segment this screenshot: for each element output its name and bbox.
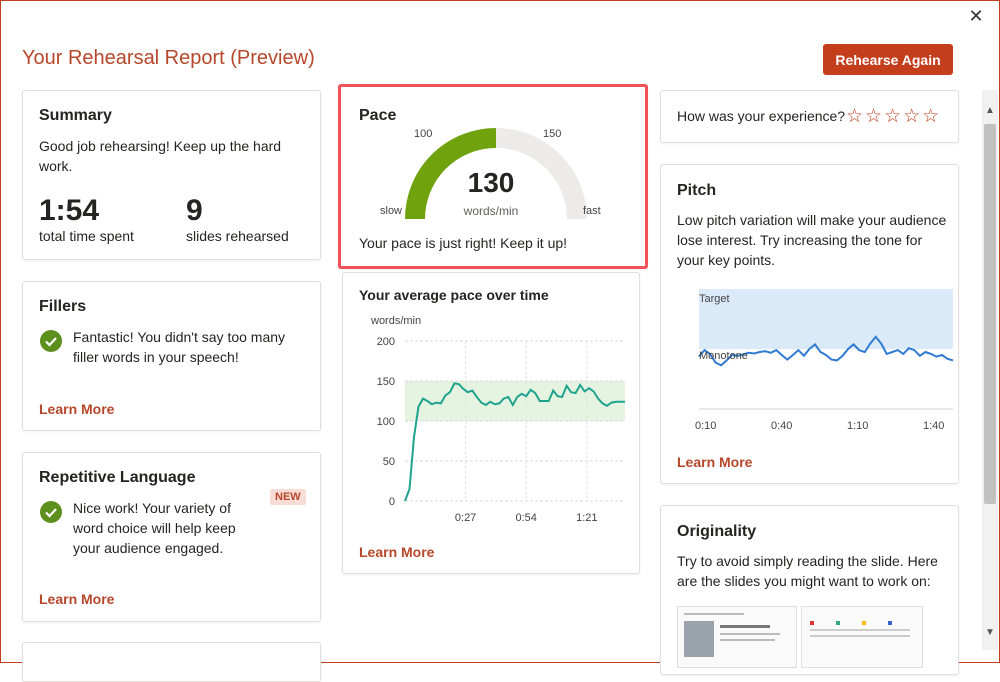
x-tick-label: 1:40: [923, 420, 944, 432]
fillers-card: Fillers Fantastic! You didn't say too ma…: [22, 281, 321, 431]
pace-line-chart: 0 50 100 150 200 0:27 0:54 1:21: [377, 336, 625, 524]
x-tick-label: 1:10: [847, 420, 868, 432]
slides-label: slides rehearsed: [186, 228, 289, 244]
pace-label-slow: slow: [380, 205, 403, 217]
pitch-target-label: Target: [699, 293, 730, 305]
summary-heading: Summary: [39, 107, 112, 124]
pace-learn-more-link[interactable]: Learn More: [359, 544, 435, 560]
repetitive-heading: Repetitive Language: [39, 469, 196, 486]
close-icon[interactable]: ✕: [968, 6, 984, 26]
pace-heading: Pace: [359, 107, 397, 124]
time-label: total time spent: [39, 228, 134, 244]
new-badge: NEW: [270, 489, 306, 505]
summary-card: Summary Good job rehearsing! Keep up the…: [22, 90, 321, 260]
pitch-learn-more-link[interactable]: Learn More: [677, 454, 753, 470]
x-tick-label: 0:10: [695, 420, 716, 432]
next-card-partial: [22, 642, 321, 682]
time-value: 1:54: [39, 194, 100, 227]
pace-gauge: [405, 128, 587, 220]
pitch-heading: Pitch: [677, 182, 717, 199]
scroll-down-icon[interactable]: ▼: [985, 627, 995, 638]
rating-stars[interactable]: ☆☆☆☆☆: [846, 106, 942, 127]
x-tick-label: 0:27: [455, 512, 476, 524]
pitch-chart: 0:10 0:40 1:10 1:40: [695, 289, 954, 432]
pace-label-150: 150: [543, 128, 562, 140]
pace-unit: words/min: [463, 204, 519, 218]
repetitive-message: Nice work! Your variety of word choice w…: [73, 500, 236, 556]
x-tick-label: 0:40: [771, 420, 792, 432]
pace-label-100: 100: [414, 128, 433, 140]
slide-thumbnail[interactable]: [801, 606, 923, 668]
pitch-monotone-label: Monotone: [699, 350, 748, 362]
summary-message: Good job rehearsing! Keep up the hard wo…: [39, 138, 282, 174]
page-title: Your Rehearsal Report (Preview): [22, 47, 315, 69]
pace-message: Your pace is just right! Keep it up!: [359, 235, 568, 251]
y-tick-label: 0: [389, 496, 395, 508]
fillers-learn-more-link[interactable]: Learn More: [39, 401, 115, 417]
originality-message: Try to avoid simply reading the slide. H…: [677, 553, 938, 589]
pace-gauge-fill: [405, 128, 497, 220]
pace-series-line: [404, 382, 625, 502]
slide-thumbnail[interactable]: [677, 606, 797, 668]
x-tick-label: 1:21: [576, 512, 597, 524]
experience-card: How was your experience?: [660, 90, 959, 143]
y-tick-label: 50: [383, 456, 395, 468]
pitch-card: Pitch Low pitch variation will make your…: [660, 164, 959, 484]
fillers-message: Fantastic! You didn't say too many fille…: [73, 329, 286, 365]
pace-card: Pace 100 150 slow fast 130 words/min You…: [338, 84, 648, 269]
y-tick-label: 100: [377, 416, 395, 428]
pace-value: 130: [467, 167, 515, 198]
pace-chart-heading: Your average pace over time: [359, 287, 549, 303]
originality-card: Originality Try to avoid simply reading …: [660, 505, 959, 675]
scrollbar-thumb[interactable]: [984, 124, 996, 504]
experience-prompt: How was your experience?: [677, 108, 846, 124]
x-tick-label: 0:54: [516, 512, 537, 524]
check-icon: [40, 330, 62, 352]
fillers-heading: Fillers: [39, 298, 87, 315]
y-tick-label: 150: [377, 376, 395, 388]
pace-label-fast: fast: [583, 205, 601, 217]
pitch-series-line: [698, 335, 954, 367]
pitch-message: Low pitch variation will make your audie…: [677, 212, 947, 268]
pace-chart-card: Your average pace over time words/min 0 5…: [342, 272, 640, 574]
repetitive-card: Repetitive Language NEW Nice work! Your …: [22, 452, 321, 622]
scroll-up-icon[interactable]: ▲: [985, 105, 995, 116]
slides-value: 9: [186, 194, 203, 227]
rehearse-again-button[interactable]: Rehearse Again: [823, 44, 953, 75]
y-tick-label: 200: [377, 336, 395, 348]
repetitive-learn-more-link[interactable]: Learn More: [39, 591, 115, 607]
check-icon: [40, 501, 62, 523]
pace-chart-ylabel: words/min: [371, 315, 422, 327]
originality-heading: Originality: [677, 523, 757, 540]
pitch-target-band: [699, 289, 953, 349]
